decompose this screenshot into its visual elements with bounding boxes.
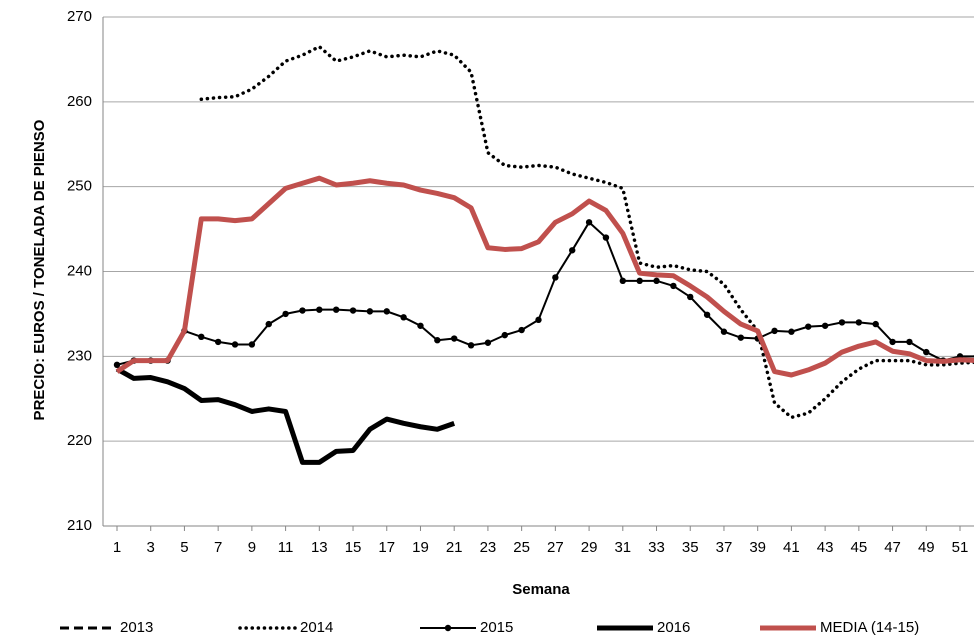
series-marker: [552, 274, 559, 281]
legend-label: 2014: [300, 619, 333, 636]
series-marker: [737, 334, 745, 341]
x-tick-label: 19: [412, 539, 429, 556]
x-tick-label: 39: [749, 539, 766, 556]
series-line: [199, 44, 974, 420]
x-tick-label: 15: [345, 539, 362, 556]
series-marker: [214, 338, 222, 346]
series-marker: [805, 323, 812, 330]
x-tick-label: 51: [952, 539, 969, 556]
series-marker: [703, 311, 711, 318]
series-marker: [518, 326, 525, 334]
series-marker: [585, 219, 593, 226]
x-tick-label: 9: [248, 539, 256, 556]
y-tick-label: 220: [67, 432, 92, 449]
y-tick-label: 270: [67, 8, 92, 25]
x-tick-label: 11: [278, 539, 294, 556]
x-tick-label: 41: [783, 539, 800, 556]
x-tick-label: 25: [513, 539, 530, 556]
y-tick-label: 240: [67, 262, 92, 279]
series-marker: [366, 308, 374, 315]
x-tick-label: 33: [648, 539, 665, 556]
series-marker: [720, 328, 728, 335]
series-marker: [282, 310, 289, 318]
series-line: [115, 175, 974, 378]
y-tick-label: 230: [67, 347, 92, 364]
series-marker: [569, 247, 576, 254]
x-tick-label: 5: [180, 539, 188, 556]
y-axis-title: PRECIO: EUROS / TONELADA DE PIENSO: [31, 119, 48, 420]
series-marker: [467, 342, 475, 349]
x-tick-label: 23: [480, 539, 497, 556]
x-tick-label: 43: [817, 539, 834, 556]
series-marker: [838, 319, 846, 326]
x-tick-label: 13: [311, 539, 328, 556]
legend-marker: [444, 624, 452, 632]
x-tick-label: 31: [614, 539, 631, 556]
series-marker: [299, 307, 306, 314]
series-marker: [855, 319, 863, 326]
series-marker: [687, 293, 694, 301]
x-tick-label: 17: [378, 539, 395, 556]
series-marker: [484, 339, 492, 346]
series-marker: [417, 322, 424, 329]
series-marker: [619, 277, 627, 285]
x-tick-label: 1: [113, 539, 121, 556]
x-tick-label: 27: [547, 539, 564, 556]
legend-label: 2015: [480, 619, 513, 636]
series-marker: [535, 316, 542, 324]
x-tick-label: 49: [918, 539, 935, 556]
y-tick-label: 210: [67, 517, 92, 534]
series-marker: [771, 327, 778, 335]
x-tick-label: 47: [884, 539, 901, 556]
legend: 2013 2014 2015 2016 MEDIA (14-15): [60, 619, 919, 636]
legend-label: MEDIA (14-15): [820, 619, 919, 636]
series-marker: [602, 234, 610, 241]
x-tick-label: 7: [214, 539, 222, 556]
series-marker: [198, 333, 205, 341]
series-line: [116, 221, 974, 366]
x-tick-label: 35: [682, 539, 699, 556]
y-tick-label: 250: [67, 178, 92, 195]
x-tick-label: 3: [147, 539, 155, 556]
series-marker: [788, 328, 795, 335]
legend-label: 2016: [657, 619, 690, 636]
series-marker: [231, 341, 239, 348]
x-tick-label: 29: [581, 539, 598, 556]
series-marker: [113, 361, 121, 369]
series-marker: [821, 322, 829, 329]
series-marker: [501, 331, 508, 339]
x-tick-label: 21: [446, 539, 463, 556]
series-marker: [434, 337, 441, 344]
series-marker: [906, 338, 913, 346]
x-axis-title: Semana: [512, 581, 570, 598]
legend-label: 2013: [120, 619, 153, 636]
series-marker: [332, 306, 340, 313]
y-tick-label: 260: [67, 93, 92, 110]
series-marker: [316, 306, 323, 313]
series-line: [115, 366, 456, 465]
series-marker: [923, 348, 930, 356]
series-marker: [670, 282, 677, 290]
series-marker: [450, 335, 458, 342]
x-tick-label: 37: [716, 539, 733, 556]
series-marker: [889, 338, 896, 346]
series-marker: [636, 277, 643, 285]
series-marker: [383, 308, 390, 315]
series-marker: [349, 307, 357, 314]
series-marker: [265, 320, 272, 328]
series-marker: [872, 320, 879, 328]
x-tick-label: 45: [851, 539, 868, 556]
series-marker: [400, 314, 407, 321]
series-marker: [653, 277, 660, 285]
series-marker: [248, 341, 256, 348]
